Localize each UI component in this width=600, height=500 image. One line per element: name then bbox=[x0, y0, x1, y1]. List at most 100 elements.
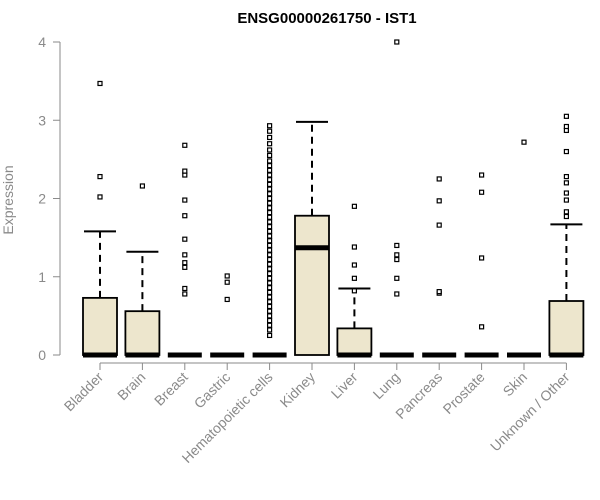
outlier-point bbox=[563, 123, 570, 130]
outlier-point bbox=[563, 113, 570, 119]
outlier-point bbox=[394, 252, 400, 258]
outlier-point bbox=[139, 183, 145, 189]
box-group-liver bbox=[336, 203, 373, 358]
outlier-point bbox=[97, 194, 103, 200]
outlier-point bbox=[267, 205, 273, 211]
outlier-point bbox=[479, 189, 485, 195]
outlier-point bbox=[394, 256, 400, 263]
outlier-point bbox=[563, 173, 570, 180]
outlier-point bbox=[267, 152, 273, 159]
outlier-point bbox=[267, 275, 273, 281]
outlier-point bbox=[267, 256, 273, 263]
box-group-gastric bbox=[210, 273, 245, 358]
outlier-point bbox=[267, 294, 273, 300]
outlier-point bbox=[394, 242, 400, 249]
outlier-point bbox=[267, 134, 273, 141]
outlier-point bbox=[267, 167, 273, 173]
outlier-point bbox=[267, 271, 273, 277]
x-tick-label: Pancreas bbox=[392, 369, 445, 422]
x-tick-label: Lung bbox=[370, 369, 403, 402]
outlier-point bbox=[267, 147, 273, 153]
outlier-point bbox=[351, 288, 357, 294]
box bbox=[336, 327, 373, 356]
box-group-prostate bbox=[464, 172, 499, 358]
outlier-point bbox=[267, 322, 273, 328]
outlier-point bbox=[479, 255, 485, 261]
y-tick-label: 0 bbox=[38, 347, 46, 363]
outlier-point bbox=[394, 39, 400, 45]
outlier-point bbox=[267, 172, 273, 178]
outlier-point bbox=[521, 139, 527, 145]
outlier-point bbox=[436, 222, 442, 228]
outlier-point bbox=[479, 172, 485, 178]
outlier-point bbox=[267, 228, 273, 234]
box-group-brain bbox=[124, 183, 161, 358]
outlier-point bbox=[563, 180, 570, 186]
outlier-point bbox=[436, 289, 442, 295]
outlier-point bbox=[182, 260, 188, 266]
outlier-point bbox=[563, 197, 570, 203]
outlier-point bbox=[563, 213, 570, 220]
y-tick-label: 3 bbox=[38, 112, 46, 128]
box-group-kidney bbox=[294, 120, 330, 356]
outlier-point bbox=[267, 181, 273, 188]
x-tick-label: Liver bbox=[328, 369, 361, 402]
outlier-point bbox=[224, 273, 230, 279]
outlier-point bbox=[267, 289, 273, 295]
y-tick-label: 4 bbox=[38, 34, 46, 50]
outlier-point bbox=[267, 313, 273, 319]
outlier-point bbox=[351, 262, 357, 268]
outlier-point bbox=[436, 176, 442, 182]
box bbox=[124, 310, 161, 356]
x-tick-label: Prostate bbox=[440, 369, 488, 417]
box-group-lung bbox=[379, 39, 414, 358]
box bbox=[294, 214, 330, 356]
outlier-point bbox=[267, 191, 273, 197]
outlier-point bbox=[267, 224, 273, 230]
y-tick-label: 1 bbox=[38, 269, 46, 285]
y-tick-label: 2 bbox=[38, 191, 46, 207]
x-tick-label: Brain bbox=[114, 369, 148, 403]
x-tick-label: Bladder bbox=[61, 369, 107, 415]
x-tick-label: Kidney bbox=[277, 369, 319, 411]
outlier-point bbox=[563, 209, 570, 215]
outlier-point bbox=[182, 264, 188, 270]
y-axis: 0 1 2 3 4 bbox=[38, 34, 61, 363]
outlier-point bbox=[267, 195, 273, 202]
outlier-point bbox=[267, 317, 273, 324]
box-group-hematopoietic-cells bbox=[252, 123, 287, 358]
y-axis-label: Expression bbox=[0, 165, 16, 234]
outlier-point bbox=[224, 296, 230, 303]
outlier-point bbox=[182, 252, 188, 258]
outlier-point bbox=[267, 247, 273, 253]
outlier-point bbox=[267, 308, 273, 314]
outlier-point bbox=[267, 261, 273, 267]
outlier-point bbox=[267, 158, 273, 164]
box bbox=[82, 296, 118, 356]
outlier-point bbox=[182, 285, 188, 292]
outlier-point bbox=[182, 142, 188, 148]
outlier-point bbox=[436, 198, 442, 204]
outlier-point bbox=[267, 299, 273, 305]
outlier-point bbox=[267, 219, 273, 225]
box-group-bladder bbox=[82, 80, 118, 358]
plot-area bbox=[82, 39, 585, 358]
box-group-unknown-other bbox=[548, 113, 585, 358]
outlier-point bbox=[224, 279, 230, 285]
outlier-point bbox=[267, 186, 273, 192]
outlier-point bbox=[267, 252, 273, 258]
outlier-point bbox=[267, 214, 273, 220]
outlier-point bbox=[267, 128, 273, 134]
outlier-point bbox=[267, 163, 273, 169]
x-tick-label: Unknown / Other bbox=[487, 369, 573, 455]
outlier-point bbox=[97, 173, 103, 180]
outlier-point bbox=[267, 303, 273, 310]
box-group-breast bbox=[167, 142, 202, 358]
x-tick-label: Breast bbox=[151, 369, 191, 409]
outlier-point bbox=[182, 168, 188, 174]
outlier-point bbox=[267, 242, 273, 249]
box-group-skin bbox=[507, 139, 541, 358]
outlier-point bbox=[479, 324, 485, 330]
